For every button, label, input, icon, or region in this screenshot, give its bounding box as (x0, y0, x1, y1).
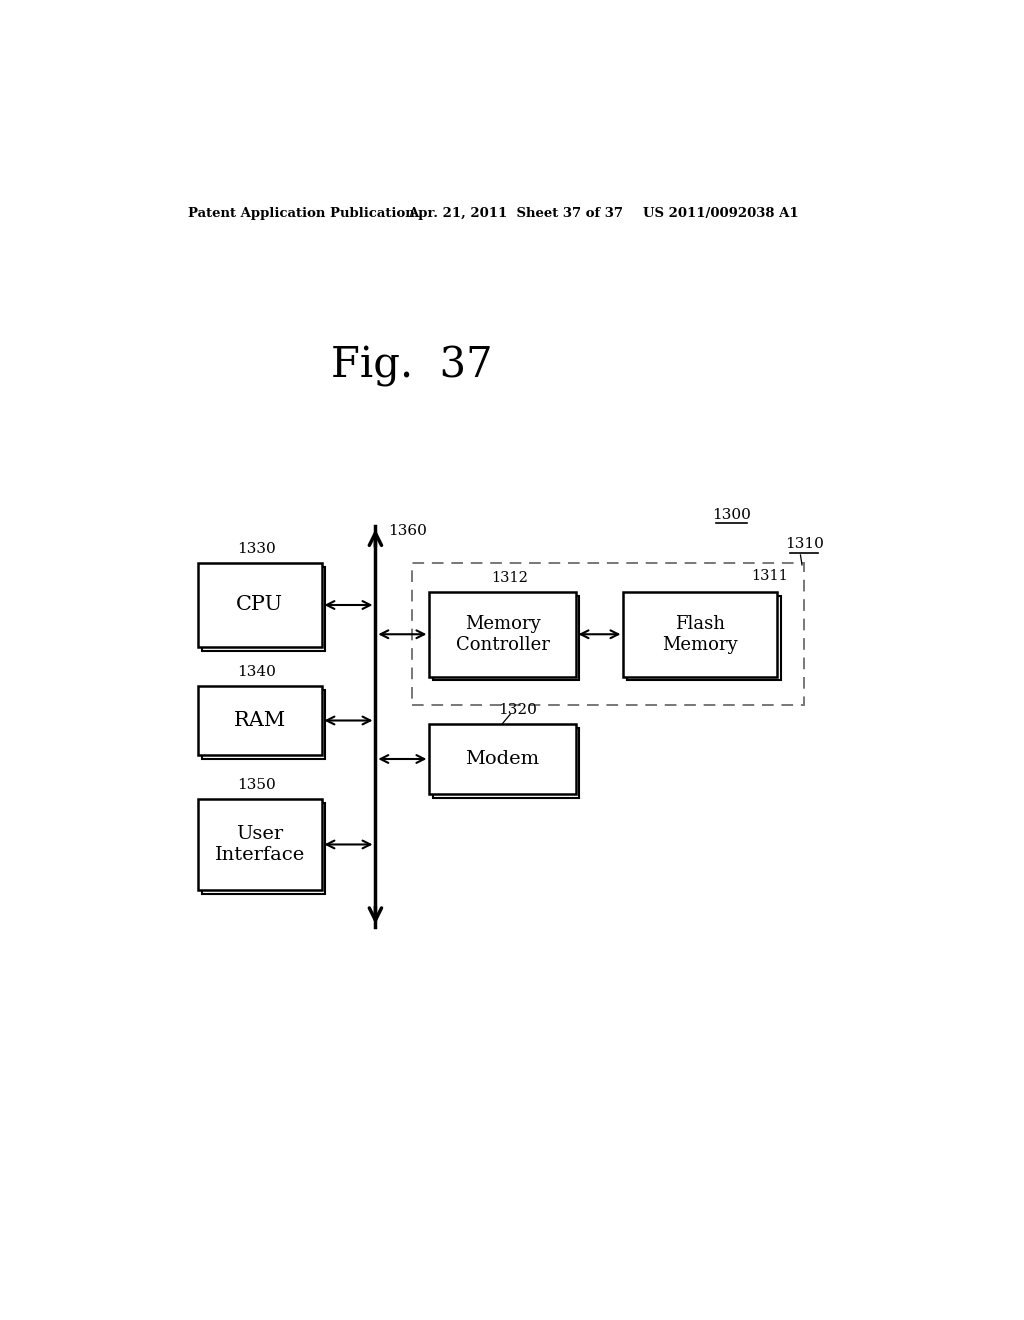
Bar (199, 799, 322, 890)
Text: Flash
Memory: Flash Memory (663, 615, 738, 653)
Bar (628, 595, 781, 681)
Text: User
Interface: User Interface (215, 825, 305, 863)
Text: CPU: CPU (237, 595, 284, 615)
Text: 1311: 1311 (752, 569, 788, 582)
Text: 1340: 1340 (237, 665, 275, 678)
Bar (412, 562, 804, 705)
Bar (429, 591, 575, 677)
Bar (429, 725, 575, 793)
Text: 1360: 1360 (388, 524, 427, 539)
Text: 1310: 1310 (784, 537, 823, 552)
Text: 1330: 1330 (237, 541, 275, 556)
Bar (433, 729, 580, 797)
Text: 1312: 1312 (492, 572, 528, 585)
Bar (624, 591, 777, 677)
Bar (433, 595, 580, 681)
Text: Modem: Modem (465, 750, 540, 768)
Text: Apr. 21, 2011  Sheet 37 of 37: Apr. 21, 2011 Sheet 37 of 37 (408, 207, 623, 220)
Bar (202, 803, 326, 894)
Text: 1350: 1350 (237, 779, 275, 792)
Text: 1300: 1300 (712, 508, 751, 521)
Text: RAM: RAM (233, 711, 286, 730)
Text: US 2011/0092038 A1: US 2011/0092038 A1 (643, 207, 799, 220)
Text: Fig.  37: Fig. 37 (331, 346, 493, 387)
Text: Patent Application Publication: Patent Application Publication (188, 207, 415, 220)
Bar (199, 686, 322, 755)
Bar (199, 562, 322, 647)
Text: 1320: 1320 (499, 704, 538, 718)
Text: Memory
Controller: Memory Controller (456, 615, 550, 653)
Bar (202, 689, 326, 759)
Bar (202, 566, 326, 651)
